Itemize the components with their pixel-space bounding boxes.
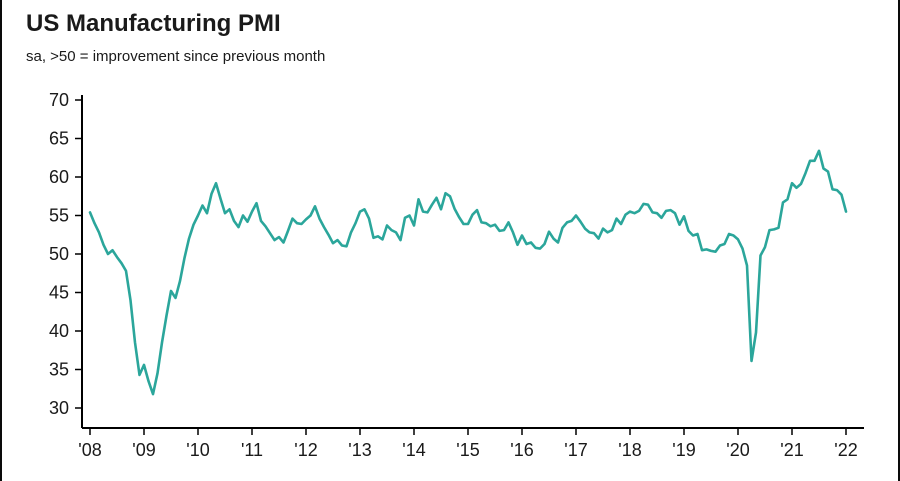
x-tick-label: '22: [834, 440, 857, 460]
chart-subtitle: sa, >50 = improvement since previous mon…: [26, 48, 326, 65]
x-tick-label: '19: [672, 440, 695, 460]
chart-title: US Manufacturing PMI: [26, 10, 281, 37]
y-tick-label: 30: [49, 398, 69, 418]
x-tick-label: '13: [348, 440, 371, 460]
x-tick-label: '20: [726, 440, 749, 460]
y-tick-label: 40: [49, 321, 69, 341]
x-tick-label: '10: [186, 440, 209, 460]
x-tick-label: '09: [132, 440, 155, 460]
y-tick-label: 65: [49, 129, 69, 149]
y-tick-label: 60: [49, 167, 69, 187]
x-tick-label: '08: [78, 440, 101, 460]
x-tick-label: '16: [510, 440, 533, 460]
x-tick-label: '21: [780, 440, 803, 460]
x-tick-label: '11: [241, 440, 263, 460]
y-tick-label: 45: [49, 283, 69, 303]
y-tick-label: 50: [49, 244, 69, 264]
x-tick-label: '17: [564, 440, 587, 460]
pmi-series-line: [88, 149, 848, 396]
y-tick-label: 70: [49, 90, 69, 110]
y-tick-label: 55: [49, 206, 69, 226]
x-tick-label: '18: [618, 440, 641, 460]
x-tick-label: '12: [294, 440, 317, 460]
x-tick-label: '14: [402, 440, 425, 460]
x-tick-label: '15: [456, 440, 479, 460]
y-tick-label: 35: [49, 360, 69, 380]
